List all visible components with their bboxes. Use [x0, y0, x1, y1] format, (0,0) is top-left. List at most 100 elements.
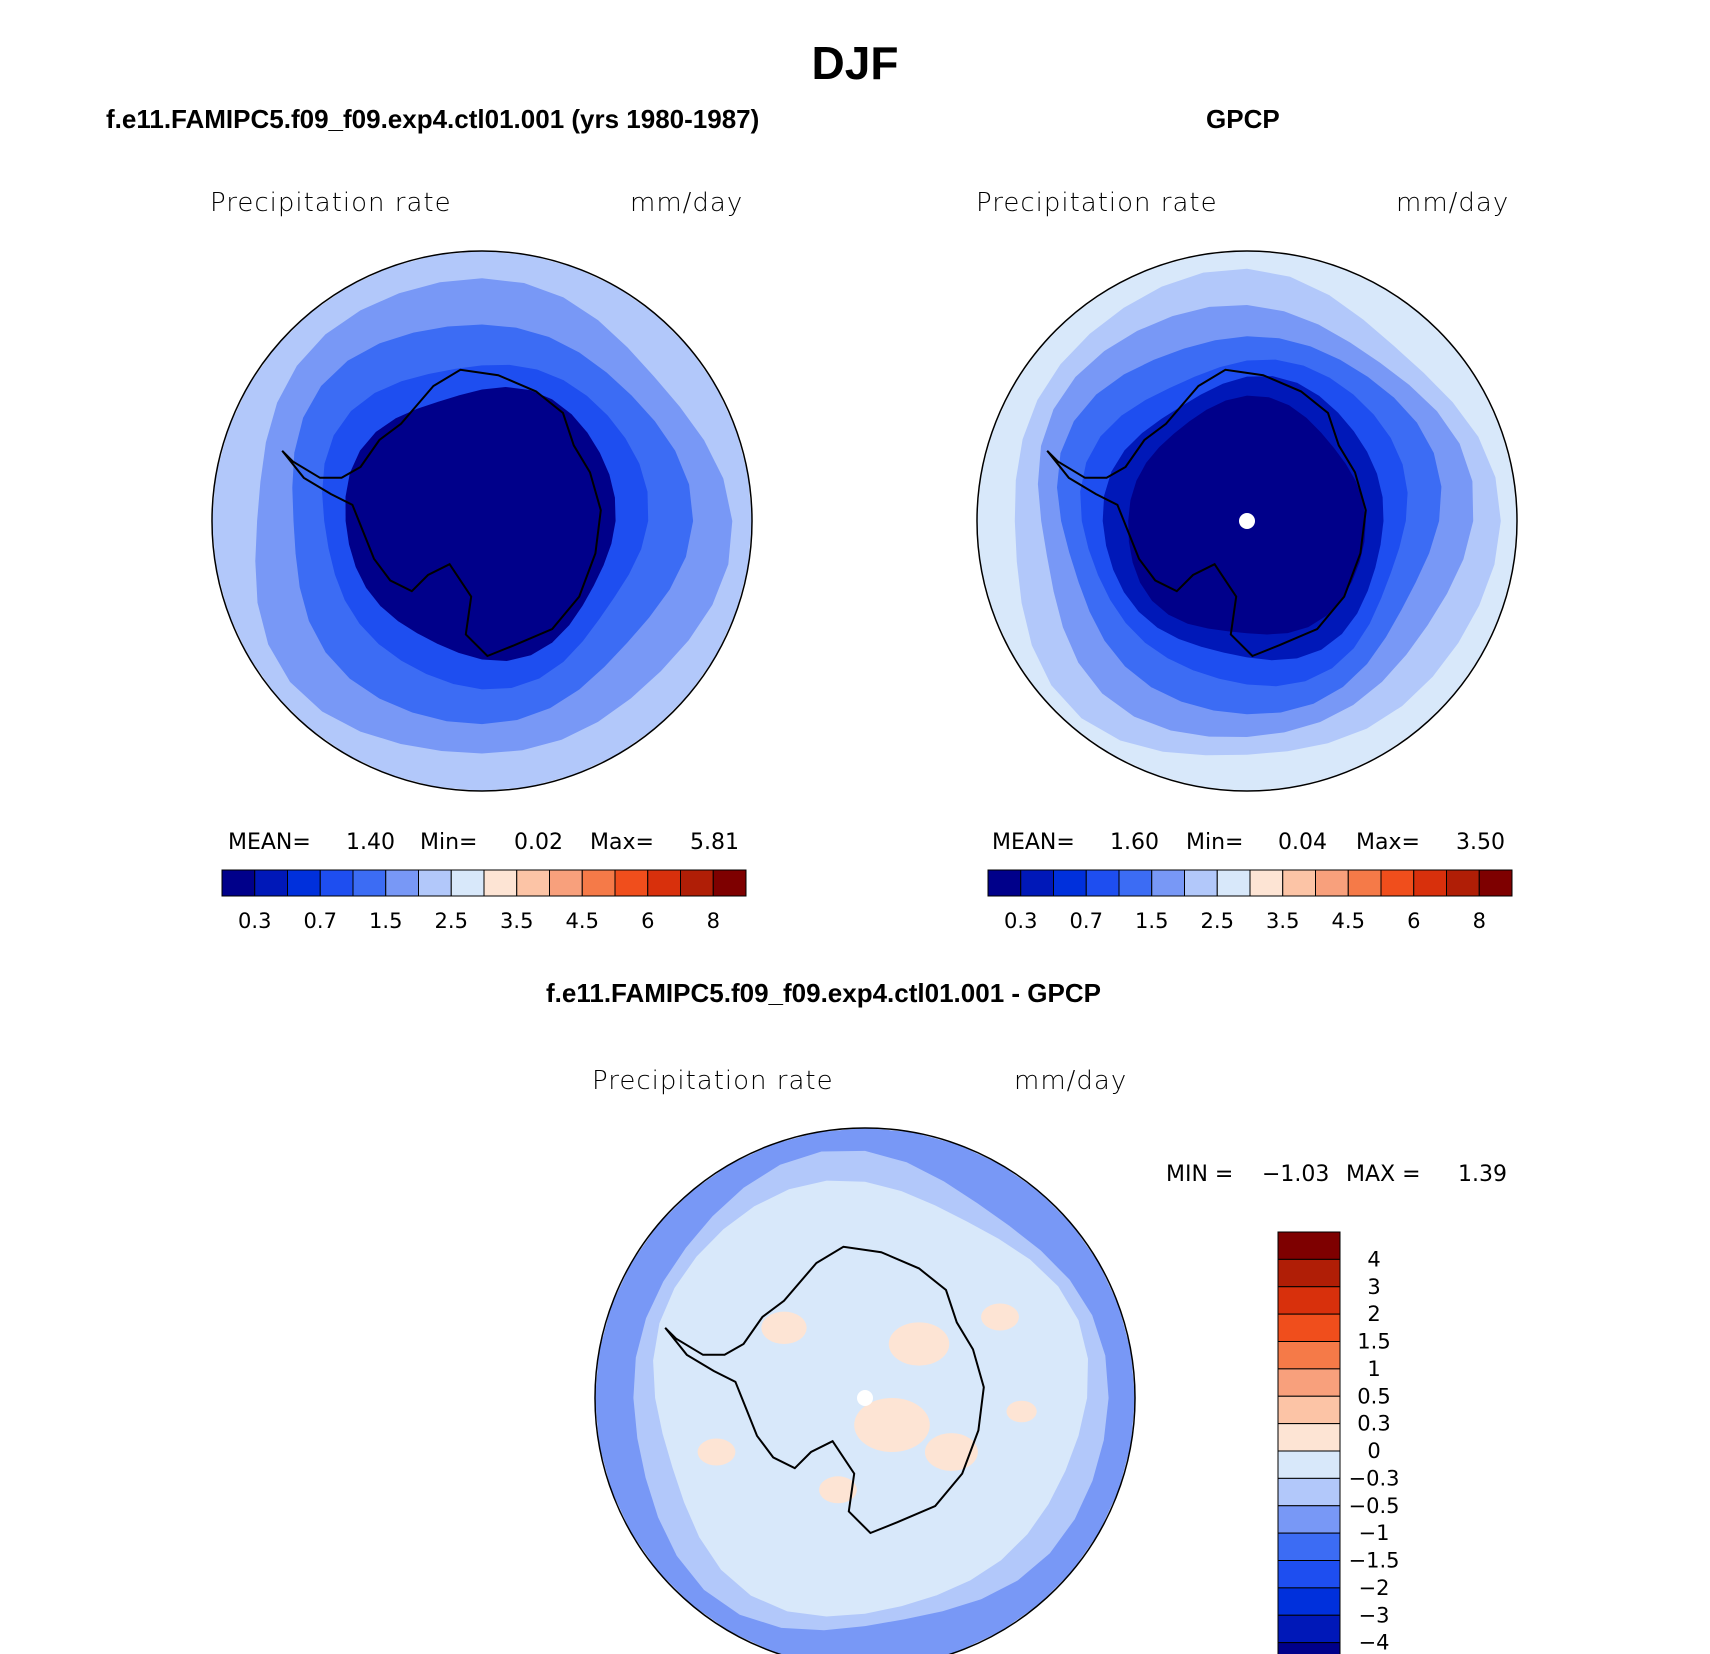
antarctica-coastline: [281, 368, 602, 658]
colorbar-tick-label: 2.5: [1201, 909, 1234, 933]
colorbar-swatch: [1277, 1258, 1341, 1288]
map-panel-1: [211, 250, 753, 792]
colorbar-1: 0.3 0.7 1.5 2.5 3.5 4.5 6 8: [221, 869, 747, 933]
colorbar-swatch: [1277, 1642, 1341, 1654]
panel-2-min-label: Min=: [1186, 830, 1244, 855]
panel-1-title: f.e11.FAMIPC5.f09_f09.exp4.ctl01.001 (yr…: [106, 104, 760, 134]
colorbar-tick-label: 0.5: [1357, 1384, 1390, 1408]
colorbar-swatch: [319, 869, 354, 897]
colorbar-tick-label: 0.7: [1070, 909, 1103, 933]
colorbar-tick-label: 8: [707, 909, 720, 933]
panel-3-min-label: MIN =: [1166, 1162, 1234, 1187]
panel-3-units: mm/day: [1014, 1066, 1128, 1096]
panel-1-max-value: 5.81: [690, 830, 739, 855]
panel-3-variable: Precipitation rate: [592, 1066, 834, 1096]
colorbar-tick-label: 1.5: [1135, 909, 1168, 933]
colorbar-tick-label: 8: [1473, 909, 1486, 933]
colorbar-tick-label: 4.5: [1332, 909, 1365, 933]
panel-1-min-label: Min=: [420, 830, 478, 855]
colorbar-swatch: [1277, 1532, 1341, 1561]
colorbar-tick-label: 0.3: [1004, 909, 1037, 933]
anomaly-patch-2: [888, 1322, 950, 1366]
colorbar-swatch: [1020, 869, 1054, 897]
colorbar-tick-label: −3: [1359, 1603, 1390, 1627]
antarctica-coastline: [1046, 368, 1367, 658]
colorbar-tick-label: −1: [1359, 1521, 1390, 1545]
colorbar-tick-label: 4: [1367, 1247, 1380, 1271]
map-border: [594, 1127, 1136, 1654]
panel-2-title: GPCP: [1206, 104, 1280, 134]
colorbar-swatch: [1277, 1395, 1341, 1425]
colorbar-tick-label: 1.5: [1357, 1330, 1390, 1354]
colorbar-tick-label: 4.5: [566, 909, 599, 933]
panel-3-max-label: MAX =: [1346, 1162, 1421, 1187]
colorbar-tick-label: −4: [1359, 1631, 1390, 1654]
colorbar-swatch: [987, 869, 1022, 897]
colorbar-swatch: [254, 869, 288, 897]
panel-1-mean-label: MEAN=: [228, 830, 311, 855]
panel-3-title: f.e11.FAMIPC5.f09_f09.exp4.ctl01.001 - G…: [546, 978, 1101, 1008]
colorbar-tick-label: 3.5: [1266, 909, 1299, 933]
panel-1-units: mm/day: [630, 188, 744, 218]
panel-2-max-value: 3.50: [1456, 830, 1505, 855]
colorbar-swatch: [221, 869, 256, 897]
colorbar-swatch: [1315, 869, 1349, 897]
colorbar-swatch: [352, 869, 387, 897]
panel-3-max-value: 1.39: [1458, 1162, 1507, 1187]
colorbar-swatch: [483, 869, 518, 897]
panel-1-min-value: 0.02: [514, 830, 563, 855]
colorbar-swatch: [1277, 1341, 1341, 1370]
pole-hole: [1239, 513, 1255, 529]
colorbar-swatch: [1478, 869, 1513, 897]
colorbar-tick-label: 3.5: [500, 909, 533, 933]
colorbar-swatch: [385, 869, 419, 897]
map-panel-2: [976, 250, 1518, 792]
colorbar-swatch: [1277, 1587, 1341, 1616]
anomaly-patch-1: [761, 1311, 807, 1345]
colorbar-swatch: [1347, 869, 1382, 897]
colorbar-swatch: [1184, 869, 1218, 897]
main-title: DJF: [811, 37, 899, 89]
colorbar-swatch: [1277, 1505, 1341, 1534]
panel-1-mean-value: 1.40: [346, 830, 395, 855]
colorbar-swatch: [1277, 1477, 1341, 1507]
map-border: [211, 250, 753, 792]
colorbar-2: 0.3 0.7 1.5 2.5 3.5 4.5 6 8: [987, 869, 1513, 933]
colorbar-tick-label: 2: [1367, 1302, 1380, 1326]
anomaly-patch-5: [981, 1303, 1019, 1331]
colorbar-swatch: [450, 869, 485, 897]
colorbar-swatch: [1277, 1231, 1341, 1260]
colorbar-swatch: [1118, 869, 1153, 897]
colorbar-swatch: [1277, 1423, 1341, 1452]
colorbar-swatch: [418, 869, 452, 897]
colorbar-tick-label: 2.5: [435, 909, 468, 933]
colorbar-tick-label: 0.3: [1357, 1412, 1390, 1436]
colorbar-swatch: [1085, 869, 1120, 897]
colorbar-swatch: [1446, 869, 1480, 897]
colorbar-swatch: [614, 869, 649, 897]
colorbar-swatch: [1249, 869, 1284, 897]
anomaly-patch-4: [819, 1476, 857, 1504]
colorbar-swatch: [712, 869, 747, 897]
antarctica-coastline: [664, 1245, 985, 1535]
colorbar-tick-label: 1.5: [369, 909, 402, 933]
colorbar-swatch: [1277, 1368, 1341, 1397]
colorbar-swatch: [1277, 1614, 1341, 1644]
panel-2-max-label: Max=: [1356, 830, 1420, 855]
colorbar-tick-label: 0.3: [238, 909, 271, 933]
colorbar-swatch: [287, 869, 321, 897]
panel-1-variable: Precipitation rate: [210, 188, 452, 218]
colorbar-tick-label: −1.5: [1349, 1549, 1400, 1573]
colorbar-swatch: [1413, 869, 1447, 897]
colorbar-swatch: [581, 869, 616, 897]
panel-3-min-value: −1.03: [1262, 1162, 1330, 1187]
colorbar-swatch: [1380, 869, 1415, 897]
panel-2-units: mm/day: [1396, 188, 1510, 218]
panel-1-max-label: Max=: [590, 830, 654, 855]
colorbar-swatch: [549, 869, 583, 897]
map-panel-3: [594, 1127, 1136, 1654]
colorbar-tick-label: 1: [1367, 1357, 1380, 1381]
panel-2-mean-label: MEAN=: [992, 830, 1075, 855]
colorbar-swatch: [1053, 869, 1087, 897]
